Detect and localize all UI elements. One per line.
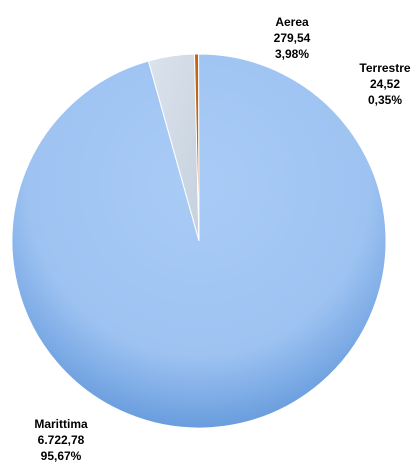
slice-value-aerea: 279,54 (273, 31, 311, 45)
slice-value-terrestre: 24,52 (369, 77, 401, 91)
slice-value-marittima: 6.722,78 (37, 433, 85, 447)
pie-slice-marittima (11, 53, 387, 429)
data-label-marittima: Marittima 6.722,78 95,67% (22, 416, 100, 464)
pie-slices (11, 53, 387, 429)
slice-label-aerea: Aerea (275, 15, 309, 29)
data-label-aerea: Aerea 279,54 3,98% (262, 14, 322, 62)
slice-percent-marittima: 95,67% (40, 449, 82, 463)
slice-percent-aerea: 3,98% (274, 47, 310, 61)
data-label-terrestre: Terrestre 24,52 0,35% (352, 60, 418, 108)
slice-percent-terrestre: 0,35% (367, 93, 403, 107)
slice-label-terrestre: Terrestre (359, 61, 411, 75)
slice-label-marittima: Marittima (34, 417, 88, 431)
